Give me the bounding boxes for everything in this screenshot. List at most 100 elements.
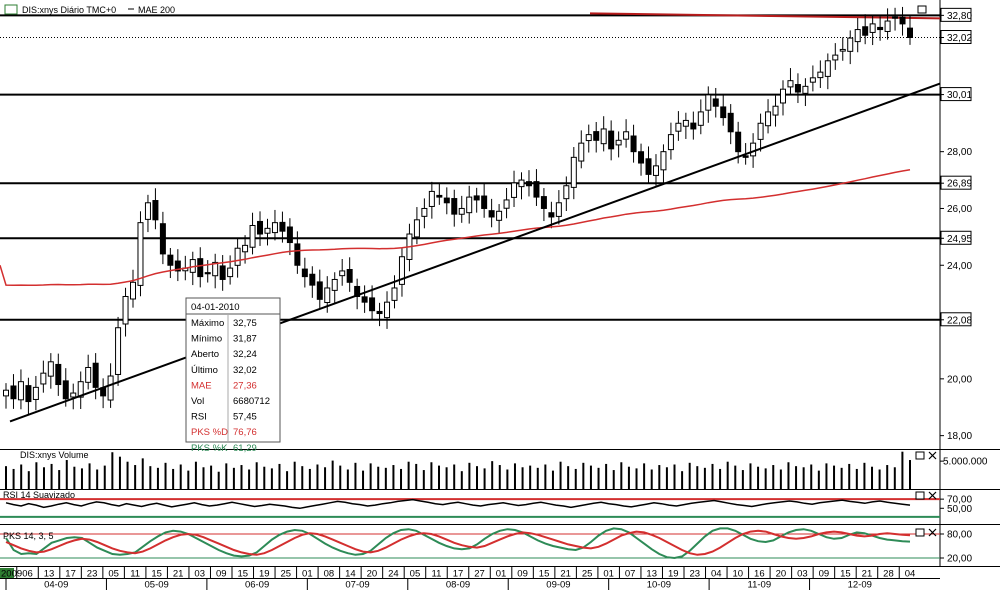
- candle-body: [742, 155, 749, 158]
- pks-d-line: [5, 529, 911, 556]
- tooltip-row-value: 6680712: [233, 396, 270, 407]
- candle-body: [92, 362, 99, 388]
- date-month-label: 06-09: [245, 580, 269, 590]
- tooltip-date: 04-01-2010: [191, 302, 240, 313]
- candle-body: [174, 260, 181, 272]
- candle-body: [839, 48, 846, 52]
- date-day-label: 21: [862, 569, 873, 580]
- candle-body: [503, 199, 510, 209]
- candle-body: [376, 310, 383, 315]
- candle-body: [62, 380, 69, 400]
- rsi-panel-label: RSI 14 Suavizado: [3, 490, 75, 500]
- date-day-label: 15: [840, 569, 851, 580]
- candle-body: [137, 222, 144, 286]
- date-day-label: 04: [905, 569, 916, 580]
- date-day-label: 17: [453, 569, 464, 580]
- price-tick-label: 24,00: [947, 261, 972, 272]
- candle-body: [779, 88, 786, 104]
- candle-body: [638, 151, 645, 164]
- rsi-line: [5, 498, 911, 510]
- candle-body: [197, 258, 204, 278]
- data-tooltip: [185, 297, 281, 443]
- price-tick-label: 32,80: [947, 11, 972, 22]
- candle-body: [667, 134, 674, 151]
- tooltip-row-value: 32,02: [233, 365, 257, 376]
- date-day-label: 03: [194, 569, 205, 580]
- date-day-label: 21: [173, 569, 184, 580]
- date-day-label: 09: [819, 569, 830, 580]
- candle-body: [384, 301, 391, 319]
- candle-body: [555, 202, 562, 217]
- candle-body: [623, 131, 630, 140]
- candle-body: [511, 182, 518, 198]
- date-day-label: 04: [711, 569, 722, 580]
- date-day-label: 09: [216, 569, 227, 580]
- candle-body: [690, 122, 697, 130]
- candle-body: [227, 267, 234, 278]
- legend-ma-label: MAE 200: [138, 5, 175, 15]
- pks-tick-label: 80,00: [947, 530, 972, 541]
- date-day-label: 24: [388, 569, 399, 580]
- panel-maximize-icon: [915, 491, 925, 500]
- date-day-label: 11: [432, 569, 442, 580]
- candle-body: [3, 389, 9, 397]
- candle-body: [55, 363, 62, 386]
- date-day-label: 20: [367, 569, 378, 580]
- tooltip-row-label: PKS %K: [191, 443, 228, 454]
- candle-body: [17, 381, 24, 401]
- pks-k-line: [5, 527, 911, 560]
- tooltip-row-value: 27,36: [233, 380, 257, 391]
- candle-body: [443, 197, 450, 204]
- candle-body: [832, 54, 839, 61]
- candle-body: [339, 270, 346, 277]
- resistance-red-line: [589, 12, 941, 20]
- date-day-label: 11: [130, 569, 140, 580]
- candle-body: [354, 285, 361, 297]
- date-month-label: 10-09: [647, 580, 671, 590]
- date-day-label: 15: [151, 569, 162, 580]
- candle-body: [907, 27, 913, 39]
- date-month-label: 04-09: [44, 580, 68, 590]
- tooltip-row-label: RSI: [191, 412, 207, 423]
- date-day-label: 27: [474, 569, 485, 580]
- candle-body: [892, 16, 899, 19]
- date-day-label: 15: [539, 569, 550, 580]
- price-tick-label: 22,08: [947, 315, 972, 326]
- candle-body: [10, 385, 17, 400]
- date-month-label: 08-09: [446, 580, 470, 590]
- date-day-label: 01: [302, 569, 313, 580]
- price-tick-label: 30,01: [947, 90, 972, 101]
- date-day-label: 05: [410, 569, 421, 580]
- candle-body: [85, 366, 92, 383]
- candle-body: [212, 261, 219, 277]
- candle-body: [159, 223, 166, 255]
- candle-body: [331, 278, 338, 291]
- tooltip-row-label: Aberto: [191, 349, 219, 360]
- date-day-label: 15: [237, 569, 248, 580]
- date-month-label: 05-09: [145, 580, 169, 590]
- tooltip-row-value: 57,45: [233, 412, 257, 423]
- uptrend-line: [9, 82, 941, 423]
- date-day-label: 16: [754, 569, 765, 580]
- candle-body: [877, 26, 884, 31]
- candle-body: [548, 212, 555, 218]
- candle-body: [242, 244, 249, 253]
- tooltip-row-label: Mínimo: [191, 334, 222, 345]
- pks-panel-label: PKS 14, 3, 5: [3, 531, 54, 541]
- candle-body: [884, 20, 891, 32]
- tooltip-row-label: MAE: [191, 380, 212, 391]
- tooltip-row-value: 32,75: [233, 318, 257, 329]
- date-day-label: 19: [668, 569, 679, 580]
- candle-body: [705, 94, 712, 111]
- candle-body: [854, 29, 861, 43]
- candle-body: [787, 80, 794, 88]
- candle-body: [533, 181, 540, 198]
- date-day-label: 06: [22, 569, 33, 580]
- candle-body: [32, 386, 39, 400]
- candle-body: [899, 16, 906, 25]
- panel-close-icon: [928, 528, 937, 537]
- candle-body: [660, 151, 667, 171]
- tooltip-row-label: PKS %D: [191, 427, 228, 438]
- volume-panel-label: DIS:xnys Volume: [20, 450, 89, 460]
